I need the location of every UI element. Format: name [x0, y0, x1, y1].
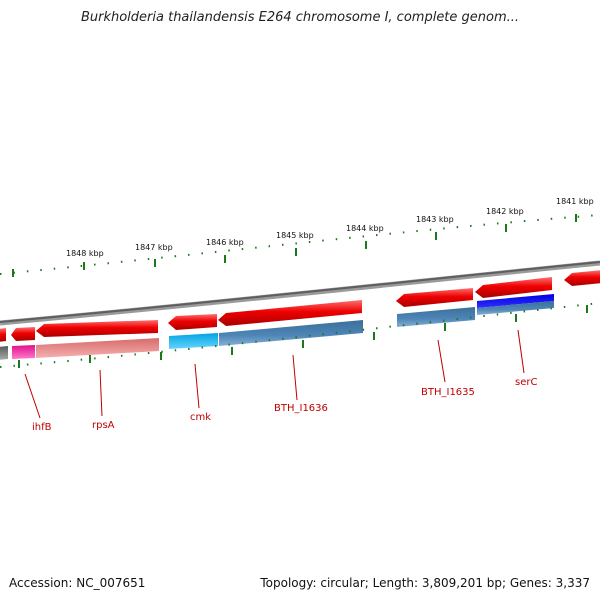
feature-block[interactable] — [397, 307, 475, 327]
major-tick — [231, 347, 233, 355]
major-tick — [18, 360, 20, 368]
cds-track-upper — [0, 270, 600, 342]
scale-labels: 1848 kbp 1847 kbp 1846 kbp 1845 kbp 1844… — [66, 197, 594, 258]
major-tick — [224, 255, 226, 263]
leader-line — [194, 363, 200, 409]
accession-text: Accession: NC_007651 — [9, 576, 146, 590]
major-tick — [515, 314, 517, 322]
map-title: Burkholderia thailandensis E264 chromoso… — [80, 10, 520, 25]
gene-label-ihfB[interactable]: ihfB — [32, 422, 52, 433]
major-tick — [83, 262, 85, 270]
cds-arrow[interactable] — [396, 288, 473, 307]
feature-track-lower — [0, 294, 554, 360]
scale-label: 1843 kbp — [416, 215, 454, 224]
leader-line — [24, 373, 41, 419]
cds-arrow[interactable] — [564, 270, 600, 286]
major-tick — [295, 248, 297, 256]
major-tick — [154, 259, 156, 267]
cds-arrow[interactable] — [168, 314, 217, 330]
gene-label-cmk[interactable]: cmk — [190, 412, 211, 423]
feature-block[interactable] — [12, 345, 35, 359]
major-tick — [89, 355, 91, 363]
cds-arrow[interactable] — [475, 277, 552, 298]
major-tick — [365, 241, 367, 249]
cds-arrow[interactable] — [36, 320, 158, 337]
leader-line — [437, 339, 446, 383]
genome-summary-text: Topology: circular; Length: 3,809,201 bp… — [260, 576, 590, 590]
feature-block[interactable] — [169, 333, 218, 349]
scale-label: 1848 kbp — [66, 249, 104, 258]
outer-tick-ring — [0, 214, 600, 277]
major-tick — [302, 340, 304, 348]
scale-label: 1842 kbp — [486, 207, 524, 216]
feature-block[interactable] — [36, 338, 159, 358]
scale-label: 1846 kbp — [206, 238, 244, 247]
major-tick — [160, 352, 162, 360]
label-leaders — [24, 329, 525, 419]
scale-label: 1844 kbp — [346, 224, 384, 233]
major-tick — [586, 305, 588, 313]
inner-tick-ring — [0, 302, 600, 368]
major-tick — [373, 332, 375, 340]
leader-line — [99, 369, 103, 417]
gene-label-BTH_I1635[interactable]: BTH_I1635 — [421, 387, 475, 398]
major-tick — [505, 224, 507, 232]
major-tick — [575, 214, 577, 222]
gene-label-rpsA[interactable]: rpsA — [92, 420, 115, 431]
feature-block[interactable] — [477, 294, 554, 308]
scale-label: 1841 kbp — [556, 197, 594, 206]
major-tick — [444, 323, 446, 331]
feature-block[interactable] — [219, 320, 363, 346]
gene-label-serC[interactable]: serC — [515, 377, 537, 388]
feature-block[interactable] — [0, 346, 8, 360]
scale-label: 1847 kbp — [135, 243, 173, 252]
cds-arrow[interactable] — [11, 327, 35, 341]
leader-line — [292, 354, 298, 401]
leader-line — [517, 329, 525, 374]
feature-block[interactable] — [477, 301, 554, 315]
gene-label-BTH_I1636[interactable]: BTH_I1636 — [274, 403, 328, 414]
major-tick — [435, 232, 437, 240]
cds-arrow[interactable] — [0, 328, 6, 342]
cds-arrow[interactable] — [218, 300, 362, 326]
backbone-arc — [0, 260, 600, 326]
major-tick — [12, 269, 14, 277]
scale-label: 1845 kbp — [276, 231, 314, 240]
gene-labels: ihfB rpsA cmk BTH_I1636 BTH_I1635 serC — [32, 377, 537, 433]
